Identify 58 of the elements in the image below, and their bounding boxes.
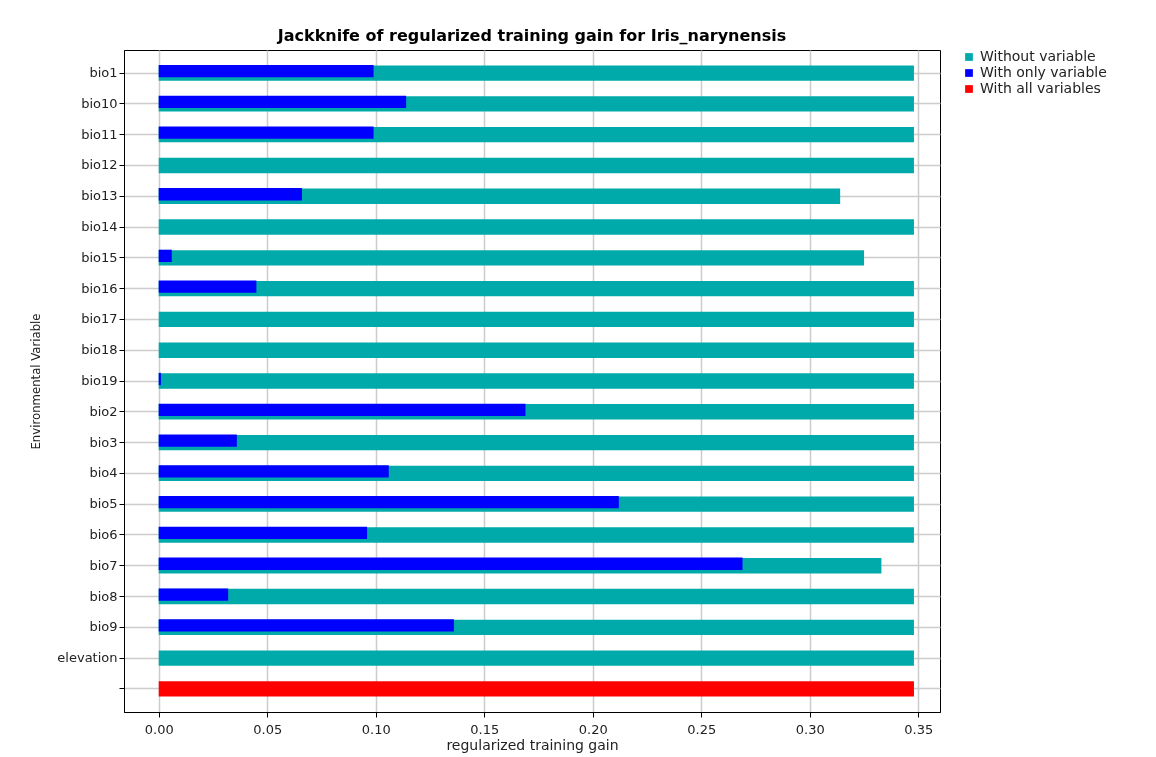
y-axis-title: Environmental Variable — [28, 313, 44, 450]
bar — [158, 650, 914, 666]
bar — [158, 280, 257, 293]
bar — [158, 95, 407, 109]
y-tick-label: bio1 — [89, 65, 118, 81]
x-axis-title: regularized training gain — [446, 736, 619, 753]
y-tick-label: bio8 — [89, 588, 118, 604]
bar — [158, 588, 229, 601]
bar — [158, 465, 389, 478]
bar — [158, 588, 914, 605]
bar — [158, 434, 237, 447]
y-tick-label: bio6 — [89, 526, 118, 542]
y-tick-label: bio11 — [81, 126, 118, 142]
y-tick-label: bio3 — [89, 434, 118, 450]
bar — [158, 681, 914, 697]
y-tick-label: bio9 — [89, 619, 118, 635]
x-tick-label: 0.00 — [144, 721, 174, 737]
bar — [158, 496, 619, 509]
y-tick-label: bio15 — [81, 249, 118, 265]
y-tick-label: bio2 — [89, 403, 118, 419]
bar — [158, 342, 914, 358]
x-tick-label: 0.25 — [687, 721, 717, 737]
bar — [158, 619, 454, 632]
bar — [158, 188, 302, 201]
y-tick-label: bio14 — [81, 219, 118, 235]
bar — [158, 373, 914, 389]
y-tick-label: bio12 — [81, 157, 118, 173]
y-tick-label: bio18 — [81, 342, 118, 358]
bar — [158, 64, 374, 78]
x-tick-label: 0.35 — [904, 721, 934, 737]
y-tick-label: bio10 — [81, 95, 118, 111]
legend-label: With only variable — [980, 64, 1107, 80]
bar — [158, 526, 368, 540]
y-tick-label: bio17 — [81, 311, 118, 327]
legend-label: Without variable — [980, 48, 1096, 64]
bar — [158, 403, 526, 416]
bar — [158, 434, 914, 451]
y-tick-label: bio16 — [81, 280, 118, 296]
y-tick-label: bio13 — [81, 188, 118, 204]
x-tick-label: 0.15 — [470, 721, 500, 737]
bar — [158, 126, 374, 139]
x-tick-label: 0.20 — [578, 721, 608, 737]
bar — [158, 157, 914, 174]
bar — [158, 250, 865, 266]
y-tick-label: bio5 — [89, 496, 118, 512]
bar — [158, 311, 914, 328]
y-tick-label: bio19 — [81, 373, 118, 388]
x-tick-label: 0.05 — [253, 721, 283, 737]
bar — [158, 557, 743, 570]
chart-title: Jackknife of regularized training gain for Iris_narynensis — [276, 26, 787, 45]
x-tick-label: 0.10 — [361, 721, 391, 737]
y-tick-label: bio4 — [89, 465, 118, 481]
x-tick-label: 0.30 — [795, 721, 825, 737]
y-tick-label: bio7 — [89, 557, 118, 573]
bar — [158, 219, 914, 235]
bar — [158, 249, 172, 262]
legend-label: With all variables — [980, 80, 1101, 96]
y-tick-label: elevation — [57, 650, 118, 666]
